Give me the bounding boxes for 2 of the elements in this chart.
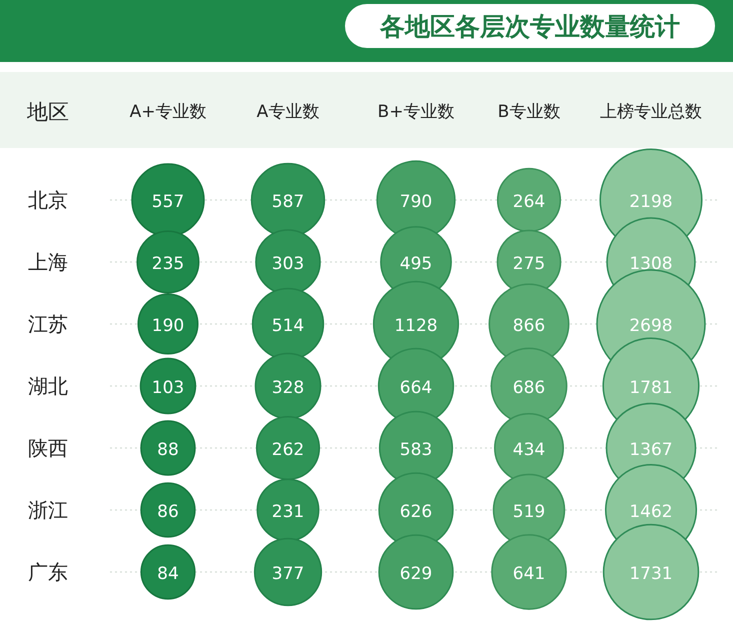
ylabel: 地区: [27, 100, 69, 124]
title: 各地区各层次专业数量统计: [380, 12, 680, 41]
